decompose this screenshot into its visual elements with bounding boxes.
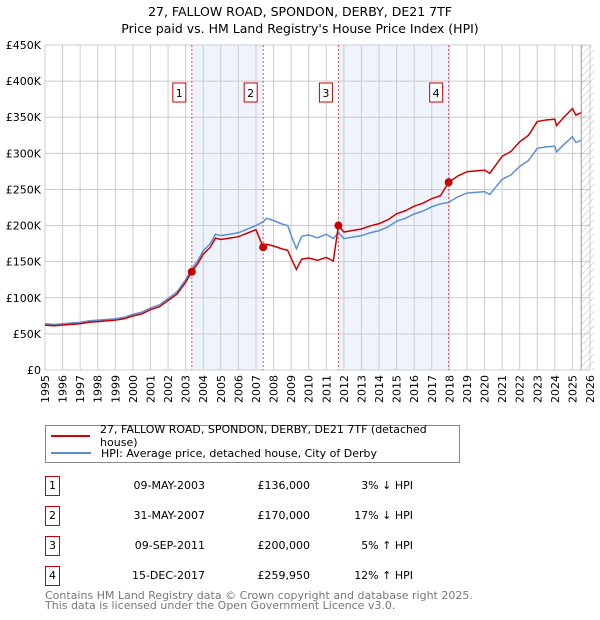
y-tick-label: £200K (6, 220, 42, 233)
x-tick-label: 2012 (338, 375, 351, 403)
y-tick-label: £300K (6, 147, 42, 160)
x-tick-label: 2025 (566, 375, 579, 403)
x-tick-label: 2013 (355, 375, 368, 403)
plot-area (45, 45, 590, 370)
x-tick-label: 1998 (92, 375, 105, 403)
x-tick-label: 2018 (443, 375, 456, 403)
x-tick-label: 2008 (268, 375, 281, 403)
sale-marker-box: 2 (45, 506, 60, 526)
x-tick-label: 2000 (127, 375, 140, 403)
sale-row: 1 09-MAY-2003 £136,000 3% ↓ HPI (45, 476, 465, 496)
price-chart: 1995 1996 1997 1998 1999 2000 2001 2002 2003 2004… (6, 39, 597, 403)
legend: 27, FALLOW ROAD, SPONDON, DERBY, DE21 7T… (45, 423, 460, 463)
sale-point (187, 267, 196, 276)
x-tick-label: 2007 (250, 375, 263, 403)
legend-label: HPI: Average price, detached house, City… (101, 446, 378, 460)
sale-hpi-diff: 17% ↓ HPI (354, 509, 413, 522)
sale-date: 09-SEP-2011 (134, 539, 205, 552)
sale-row: 2 31-MAY-2007 £170,000 17% ↓ HPI (45, 506, 465, 526)
sale-point (334, 221, 343, 230)
y-tick-label: £250K (6, 183, 42, 196)
y-tick-label: £450K (6, 39, 42, 52)
sale-label: 1 (176, 87, 183, 100)
legend-item-hpi: HPI: Average price, detached house, City… (46, 445, 377, 461)
footer-copyright: Contains HM Land Registry data © Crown c… (45, 589, 473, 602)
legend-swatch-blue (51, 452, 91, 454)
x-tick-label: 2010 (303, 375, 316, 403)
x-tick-label: 2020 (479, 375, 492, 403)
x-tick-label: 2017 (426, 375, 439, 403)
y-tick-label: £50K (13, 328, 42, 341)
sale-label: 2 (247, 87, 254, 100)
sale-row: 3 09-SEP-2011 £200,000 5% ↑ HPI (45, 536, 465, 556)
x-tick-label: 1999 (109, 375, 122, 403)
x-tick-label: 1996 (57, 375, 70, 403)
x-tick-label: 2022 (514, 375, 527, 403)
y-tick-label: £400K (6, 75, 42, 88)
hpi-line (44, 135, 582, 326)
footer-licence: This data is licensed under the Open Gov… (45, 599, 396, 612)
legend-swatch-red (51, 435, 91, 437)
sale-date: 15-DEC-2017 (131, 569, 205, 582)
x-tick-label: 2026 (584, 375, 597, 403)
sale-marker-box: 4 (45, 566, 60, 586)
x-tick-label: 2016 (408, 375, 421, 403)
x-tick-label: 2023 (531, 375, 544, 403)
x-tick-label: 2004 (197, 375, 210, 403)
sale-marker-box: 3 (45, 536, 60, 556)
sale-label-box (243, 82, 258, 103)
legend-item-property: 27, FALLOW ROAD, SPONDON, DERBY, DE21 7T… (46, 423, 459, 449)
sale-label: 3 (322, 87, 329, 100)
chart-subtitle: Price paid vs. HM Land Registry's House … (121, 21, 479, 36)
x-tick-label: 2015 (391, 375, 404, 403)
sale-marker-box: 1 (45, 476, 60, 496)
x-tick-label: 2005 (215, 375, 228, 403)
y-tick-label: £350K (6, 111, 42, 124)
y-tick-label: £150K (6, 256, 42, 269)
sale-point (259, 243, 268, 252)
sale-label-box (172, 82, 187, 103)
sale-price: £136,000 (257, 479, 311, 492)
x-tick-label: 2024 (549, 375, 562, 403)
sale-date: 09-MAY-2003 (133, 479, 205, 492)
x-tick-label: 2011 (320, 375, 333, 403)
x-tick-label: 1997 (74, 375, 87, 403)
sale-hpi-diff: 12% ↑ HPI (354, 569, 413, 582)
sale-label-box (429, 82, 444, 103)
x-tick-label: 2009 (285, 375, 298, 403)
x-tick-label: 2019 (461, 375, 474, 403)
legend-label: 27, FALLOW ROAD, SPONDON, DERBY, DE21 7T… (100, 423, 427, 449)
x-tick-label: 1995 (39, 375, 52, 403)
x-tick-label: 2001 (144, 375, 157, 403)
x-tick-label: 2014 (373, 375, 386, 403)
sale-label-box (318, 82, 333, 103)
sale-price: £259,950 (257, 569, 311, 582)
chart-title: 27, FALLOW ROAD, SPONDON, DERBY, DE21 7T… (148, 4, 452, 19)
property-price-line (44, 107, 582, 327)
y-tick-label: £100K (6, 292, 42, 305)
sale-point (444, 178, 453, 187)
forecast-hatch (581, 45, 594, 370)
x-tick-label: 2021 (496, 375, 509, 403)
x-tick-label: 2006 (232, 375, 245, 403)
sale-hpi-diff: 5% ↑ HPI (361, 539, 413, 552)
sale-label: 4 (433, 87, 440, 100)
y-tick-label: £0 (27, 364, 41, 377)
x-tick-label: 2002 (162, 375, 175, 403)
sale-price: £200,000 (257, 539, 311, 552)
x-tick-label: 2003 (180, 375, 193, 403)
sale-hpi-diff: 3% ↓ HPI (361, 479, 413, 492)
sale-row: 4 15-DEC-2017 £259,950 12% ↑ HPI (45, 566, 465, 586)
sale-date: 31-MAY-2007 (133, 509, 205, 522)
sale-price: £170,000 (257, 509, 311, 522)
